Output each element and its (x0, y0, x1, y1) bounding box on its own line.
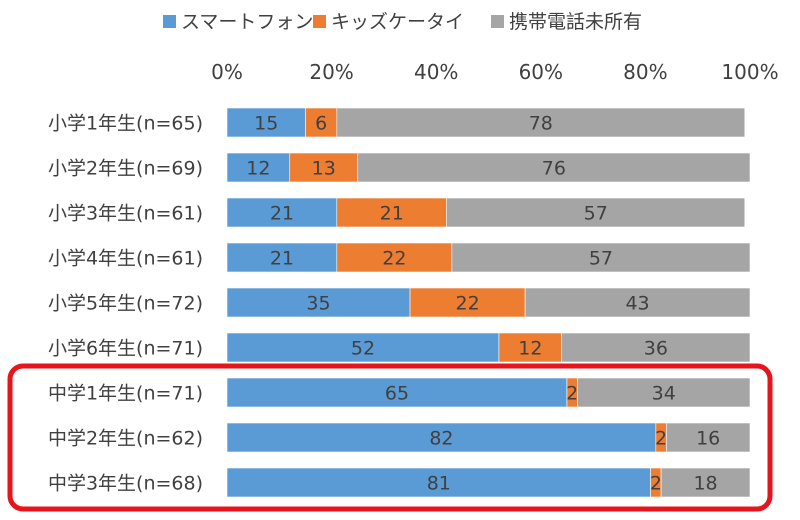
legend-label-2: 携帯電話未所有 (509, 11, 642, 33)
category-label: 中学3年生(n=68) (48, 473, 203, 495)
highlight-frame (7, 363, 773, 512)
data-label: 81 (427, 473, 451, 495)
x-axis-ticks: 0% 20% 40% 60% 80% 100% (211, 60, 778, 84)
data-label: 65 (385, 383, 409, 405)
data-label: 21 (270, 203, 294, 225)
category-label: 小学6年生(n=71) (48, 338, 203, 360)
data-label: 43 (625, 293, 649, 315)
category-label: 小学3年生(n=61) (48, 203, 203, 225)
x-tick-label: 60% (519, 60, 563, 84)
bar-segment (226, 377, 568, 408)
category-label: 小学1年生(n=65) (48, 113, 203, 135)
bar-segment (226, 467, 651, 498)
bar-segment (666, 422, 751, 453)
category-label: 小学2年生(n=69) (48, 158, 203, 180)
data-label: 13 (312, 158, 336, 180)
data-label: 76 (542, 158, 566, 180)
x-tick-label: 40% (414, 60, 458, 84)
data-label: 36 (644, 338, 668, 360)
bar-segment (524, 287, 751, 318)
bar-segment (226, 107, 306, 138)
bar-segment (226, 287, 411, 318)
x-tick-label: 0% (211, 60, 243, 84)
bar-segment (451, 242, 751, 273)
bar-segment (336, 197, 447, 228)
bar-segment (660, 467, 751, 498)
legend: スマートフォン キッズケータイ 携帯電話未所有 (163, 11, 642, 33)
data-label: 2 (655, 428, 667, 450)
highlight-rect (7, 363, 773, 512)
data-label: 34 (652, 383, 676, 405)
category-label: 小学5年生(n=72) (48, 293, 203, 315)
legend-swatch-0 (163, 15, 176, 28)
data-label: 22 (382, 248, 406, 270)
legend-swatch-1 (313, 15, 326, 28)
category-label: 小学4年生(n=61) (48, 248, 203, 270)
data-label: 78 (529, 113, 553, 135)
category-label: 中学2年生(n=62) (48, 428, 203, 450)
x-tick-label: 80% (623, 60, 667, 84)
bar-segment (561, 332, 751, 363)
data-label: 18 (693, 473, 717, 495)
x-tick-label: 100% (721, 60, 778, 84)
bar-segment (409, 287, 526, 318)
category-label: 中学1年生(n=71) (48, 383, 203, 405)
data-label: 16 (696, 428, 720, 450)
bar-segment (226, 242, 338, 273)
data-label: 57 (589, 248, 613, 270)
data-label: 12 (246, 158, 270, 180)
data-label: 21 (270, 248, 294, 270)
category-labels: 小学1年生(n=65) 小学2年生(n=69) 小学3年生(n=61) 小学4年生(n… (48, 113, 203, 495)
data-label: 6 (315, 113, 327, 135)
data-label: 2 (650, 473, 662, 495)
data-label: 22 (455, 293, 479, 315)
bar-segment (289, 152, 359, 183)
bar-segment (577, 377, 751, 408)
bar-segment (226, 332, 500, 363)
data-label: 12 (518, 338, 542, 360)
data-label: 82 (429, 428, 453, 450)
data-label: 57 (584, 203, 608, 225)
legend-label-0: スマートフォン (181, 11, 313, 33)
data-label: 52 (351, 338, 375, 360)
bar-segment (498, 332, 563, 363)
data-label: 15 (254, 113, 278, 135)
bar-segment (305, 107, 338, 138)
bar-segment (226, 197, 338, 228)
legend-swatch-2 (491, 15, 504, 28)
bar-segment (226, 152, 291, 183)
bar-segment (357, 152, 751, 183)
bar-segment (446, 197, 746, 228)
data-label: 21 (380, 203, 404, 225)
legend-label-1: キッズケータイ (331, 11, 464, 33)
data-label: 35 (306, 293, 330, 315)
x-tick-label: 20% (309, 60, 353, 84)
bar-segment (336, 107, 746, 138)
data-label: 2 (566, 383, 578, 405)
